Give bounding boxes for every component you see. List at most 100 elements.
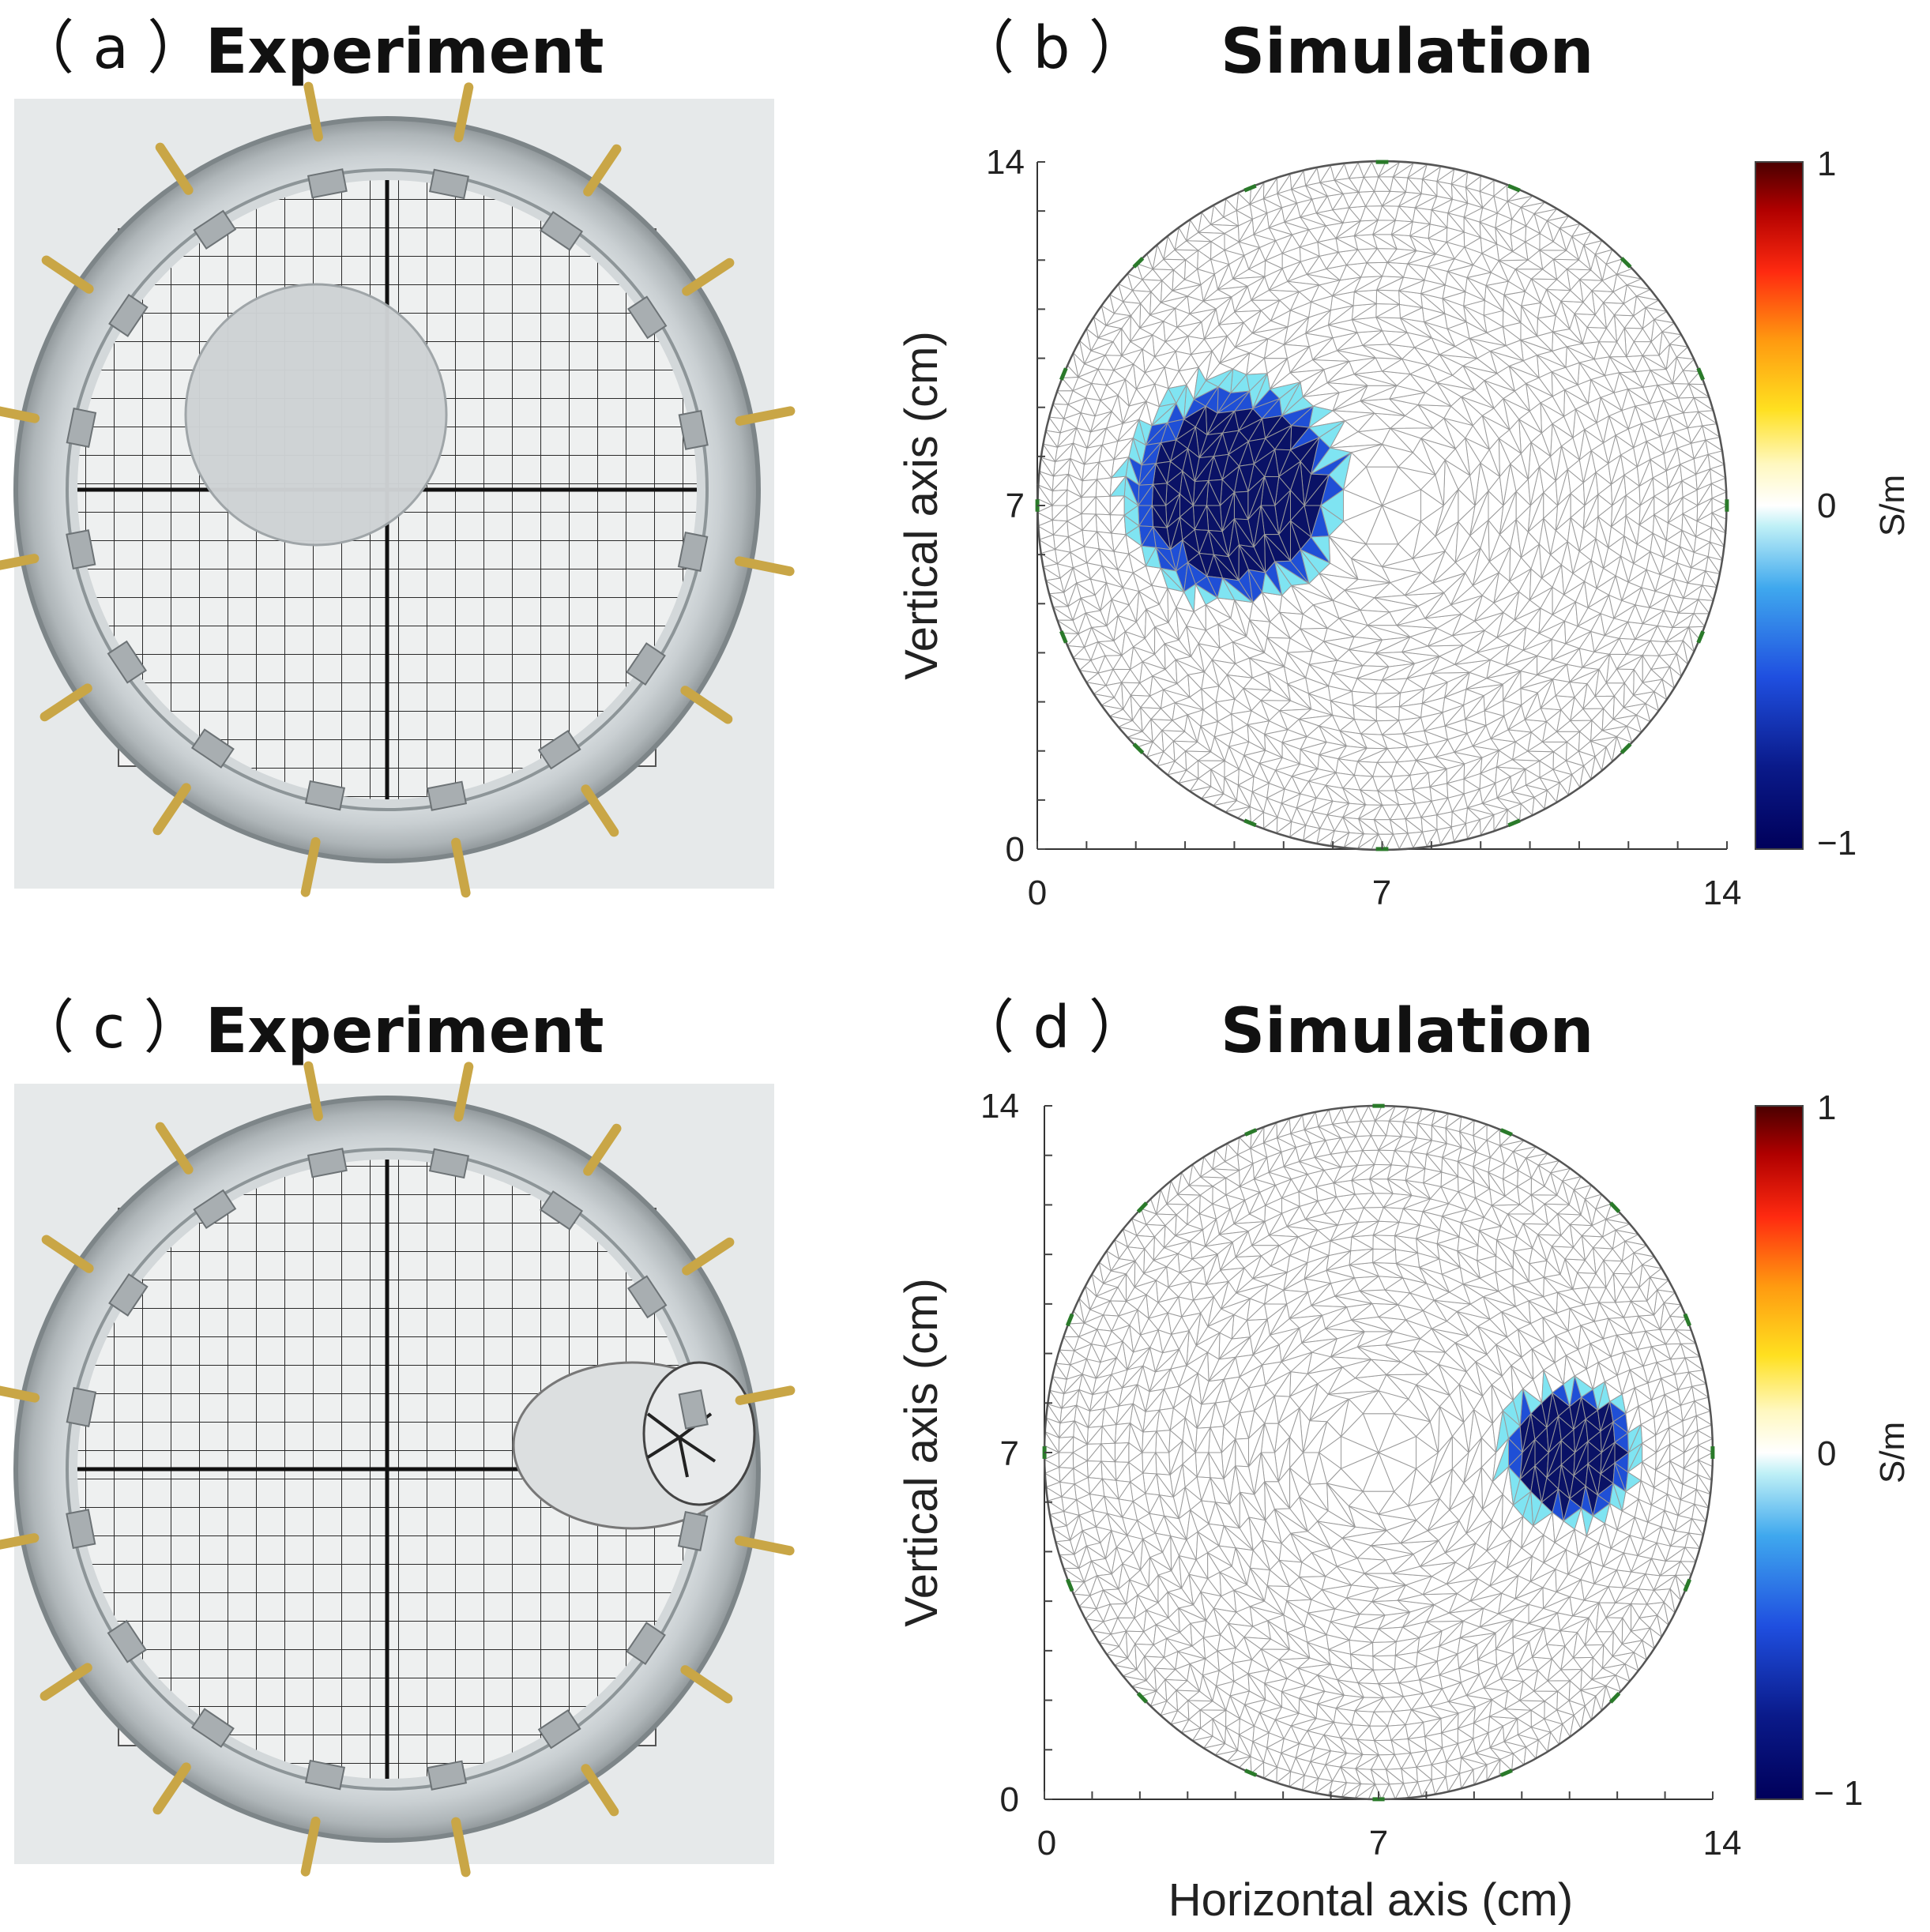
fem-mesh [1036, 161, 1729, 851]
electrode-plate [66, 1509, 96, 1550]
electrode-pin [152, 1762, 191, 1815]
electrode-pin [155, 1122, 194, 1175]
electrode-pin [155, 142, 194, 195]
electrode-plate [626, 1622, 666, 1666]
electrode-mark [1132, 742, 1145, 754]
mesh-element [1488, 490, 1504, 521]
mesh-element [1597, 493, 1613, 518]
mesh-element [1638, 494, 1656, 525]
x-tick-label: 7 [1372, 874, 1391, 912]
mesh-element [1429, 1436, 1453, 1484]
electrode-pin [0, 1533, 40, 1550]
electrode-plate [427, 1760, 468, 1791]
experiment-photo-a [0, 81, 796, 898]
panel-c-label: （ c ） [16, 994, 202, 1062]
y-tick-label: 0 [1006, 830, 1025, 869]
mesh-element [1653, 495, 1669, 516]
electrode-pin [303, 1061, 323, 1122]
electrode-pin [734, 556, 795, 577]
anomaly-element [1160, 568, 1186, 593]
electrodes-a [0, 81, 796, 898]
electrode-pin [734, 1535, 795, 1556]
panel-d-title: Simulation [1221, 996, 1593, 1067]
electrode-plate [678, 409, 709, 450]
electrode-pin [303, 81, 323, 142]
colorbar [1755, 161, 1804, 850]
electrode-pin [680, 1665, 733, 1704]
electrode-plate [626, 642, 666, 686]
electrode-mark [1132, 257, 1145, 269]
electrode-pin [581, 784, 619, 837]
electrode-plate [540, 1190, 584, 1231]
anomaly-element [1217, 577, 1236, 601]
electrode-pin [41, 1235, 94, 1273]
mesh-element [1682, 496, 1699, 515]
mesh-element [1625, 494, 1641, 517]
electrode-plate [678, 1389, 709, 1430]
chart-b: 14 7 0 0 7 14 Vertical axis (cm) 1 0 −1 … [896, 143, 1912, 912]
anomaly-element [1110, 456, 1130, 479]
electrode-mark [1620, 257, 1632, 269]
electrode-pin [451, 837, 471, 898]
mesh-element [1515, 491, 1532, 521]
electrode-pin [682, 1237, 735, 1276]
colorbar-label: S/m [1873, 475, 1912, 536]
electrode-pin [453, 1062, 474, 1122]
electrode-plate [304, 780, 346, 811]
chart-d: 14 7 0 0 7 14 Horizontal axis (cm) Verti… [896, 1087, 1912, 1926]
electrode-plate [108, 1272, 149, 1317]
electrode-pin [300, 1816, 321, 1877]
mesh-element [1711, 497, 1729, 514]
anomaly-element [1145, 546, 1162, 569]
electrode-plate [537, 729, 581, 770]
mesh-element [1696, 497, 1714, 523]
electrode-plate [677, 531, 709, 573]
electrode-plate [108, 293, 149, 337]
electrode-pin [735, 1385, 796, 1405]
mesh-element [1451, 1435, 1469, 1470]
insulating-object-a [184, 283, 448, 547]
mesh-element [1420, 488, 1445, 523]
colorbar-tick-label: 1 [1817, 145, 1836, 183]
electrode-mark [1243, 818, 1257, 828]
electrode-mark [1696, 367, 1706, 381]
panel-c-title: Experiment [205, 996, 604, 1067]
electrode-plate [428, 168, 470, 200]
electrode-plate [626, 1275, 668, 1319]
anomaly-element [1183, 583, 1196, 614]
electrode-plate [427, 780, 468, 811]
electrode-pin [682, 257, 735, 296]
electrode-plate [428, 1148, 470, 1179]
electrodes-c [0, 1061, 796, 1877]
mesh-element [1667, 496, 1684, 524]
mesh-element [1555, 493, 1571, 531]
anomaly-element [1194, 583, 1219, 606]
electrode-pin [581, 1764, 619, 1817]
y-tick-label: 7 [1006, 487, 1025, 525]
electrode-pin [152, 783, 191, 836]
x-tick-label: 14 [1703, 874, 1742, 912]
anomaly-element [1300, 549, 1320, 584]
electrode-mark [1059, 630, 1068, 644]
anomaly-element [1193, 366, 1206, 400]
electrode-plate [66, 407, 97, 449]
fem-mesh [1044, 1105, 1714, 1801]
electrode-plate [66, 1386, 97, 1428]
mesh-element [1458, 488, 1476, 523]
panel-d-label: （ d ） [956, 994, 1147, 1062]
mesh-element [1543, 491, 1559, 520]
electrode-plate [307, 168, 348, 199]
electrode-pin [583, 144, 622, 197]
electrode-pin [451, 1817, 471, 1877]
electrode-plate [307, 1148, 348, 1178]
electrode-pin [0, 554, 40, 570]
colorbar-tick-label: 0 [1817, 487, 1836, 525]
mesh-element [1416, 1435, 1439, 1470]
panel-b-label: （ b ） [956, 14, 1147, 82]
mesh-element [1463, 1438, 1482, 1483]
electrode-plate [107, 640, 148, 684]
anomaly-element [1125, 524, 1142, 547]
electrode-mark [1243, 183, 1257, 193]
mesh-element [1480, 1437, 1497, 1468]
y-axis-label: Vertical axis (cm) [896, 331, 947, 680]
